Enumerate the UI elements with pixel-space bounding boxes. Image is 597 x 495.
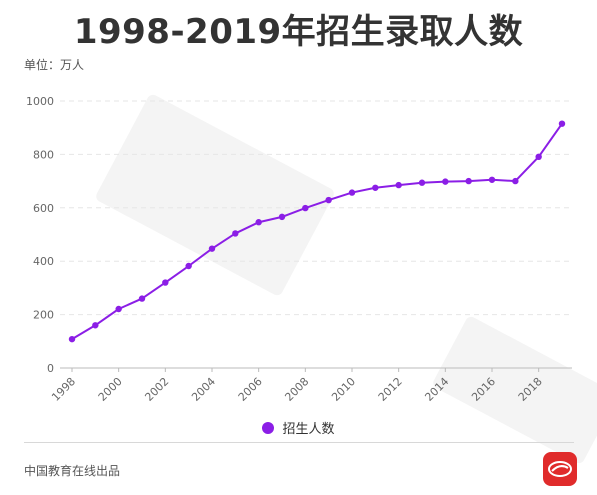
data-point <box>418 179 426 186</box>
data-point <box>372 184 379 191</box>
x-tick-label: 2012 <box>376 375 405 404</box>
data-point <box>185 262 192 270</box>
data-point <box>442 178 449 185</box>
unit-label: 单位：万人 <box>24 58 85 72</box>
legend[interactable]: 招生人数 <box>0 418 597 437</box>
series-line <box>71 123 563 341</box>
data-point <box>208 245 216 252</box>
watermark-mark <box>433 316 597 464</box>
footer-divider <box>24 442 574 443</box>
legend-marker <box>262 421 275 434</box>
data-point <box>488 176 496 183</box>
data-point <box>535 153 542 161</box>
y-tick-label: 1000 <box>26 95 54 108</box>
x-tick-label: 2004 <box>189 375 218 404</box>
data-point <box>465 177 472 185</box>
data-point <box>325 196 332 204</box>
data-point <box>92 322 99 329</box>
y-axis-ticks: 0 200 400 600 800 1000 <box>26 95 54 375</box>
eol-logo <box>543 452 577 486</box>
data-point <box>68 335 76 343</box>
y-tick-label: 0 <box>47 362 54 375</box>
watermark-mark <box>96 94 334 296</box>
page-title: 1998-2019年招生录取人数 <box>73 12 524 52</box>
data-point <box>302 204 309 212</box>
y-tick-label: 800 <box>33 148 54 161</box>
x-tick-label: 2010 <box>329 375 358 404</box>
x-tick-label: 1998 <box>49 375 78 404</box>
data-point <box>558 120 566 127</box>
series-layer <box>68 120 566 343</box>
data-point <box>162 279 169 286</box>
y-tick-label: 600 <box>33 202 54 215</box>
data-point <box>232 230 239 237</box>
data-point <box>348 189 356 196</box>
y-tick-label: 400 <box>33 255 54 268</box>
y-tick-label: 200 <box>33 309 54 322</box>
data-point <box>395 181 402 189</box>
x-tick-label: 2008 <box>282 375 311 404</box>
watermark <box>96 94 597 464</box>
data-point <box>115 305 122 313</box>
data-point <box>138 295 146 302</box>
gridlines <box>60 100 572 369</box>
x-tick-label: 2002 <box>142 375 171 404</box>
data-point <box>278 213 286 221</box>
x-tick-label: 2000 <box>96 375 125 404</box>
footer-credit: 中国教育在线出品 <box>24 464 121 478</box>
x-tick-label: 2006 <box>236 375 265 404</box>
data-point <box>255 219 262 226</box>
legend-label: 招生人数 <box>282 422 335 437</box>
data-point <box>512 177 519 185</box>
